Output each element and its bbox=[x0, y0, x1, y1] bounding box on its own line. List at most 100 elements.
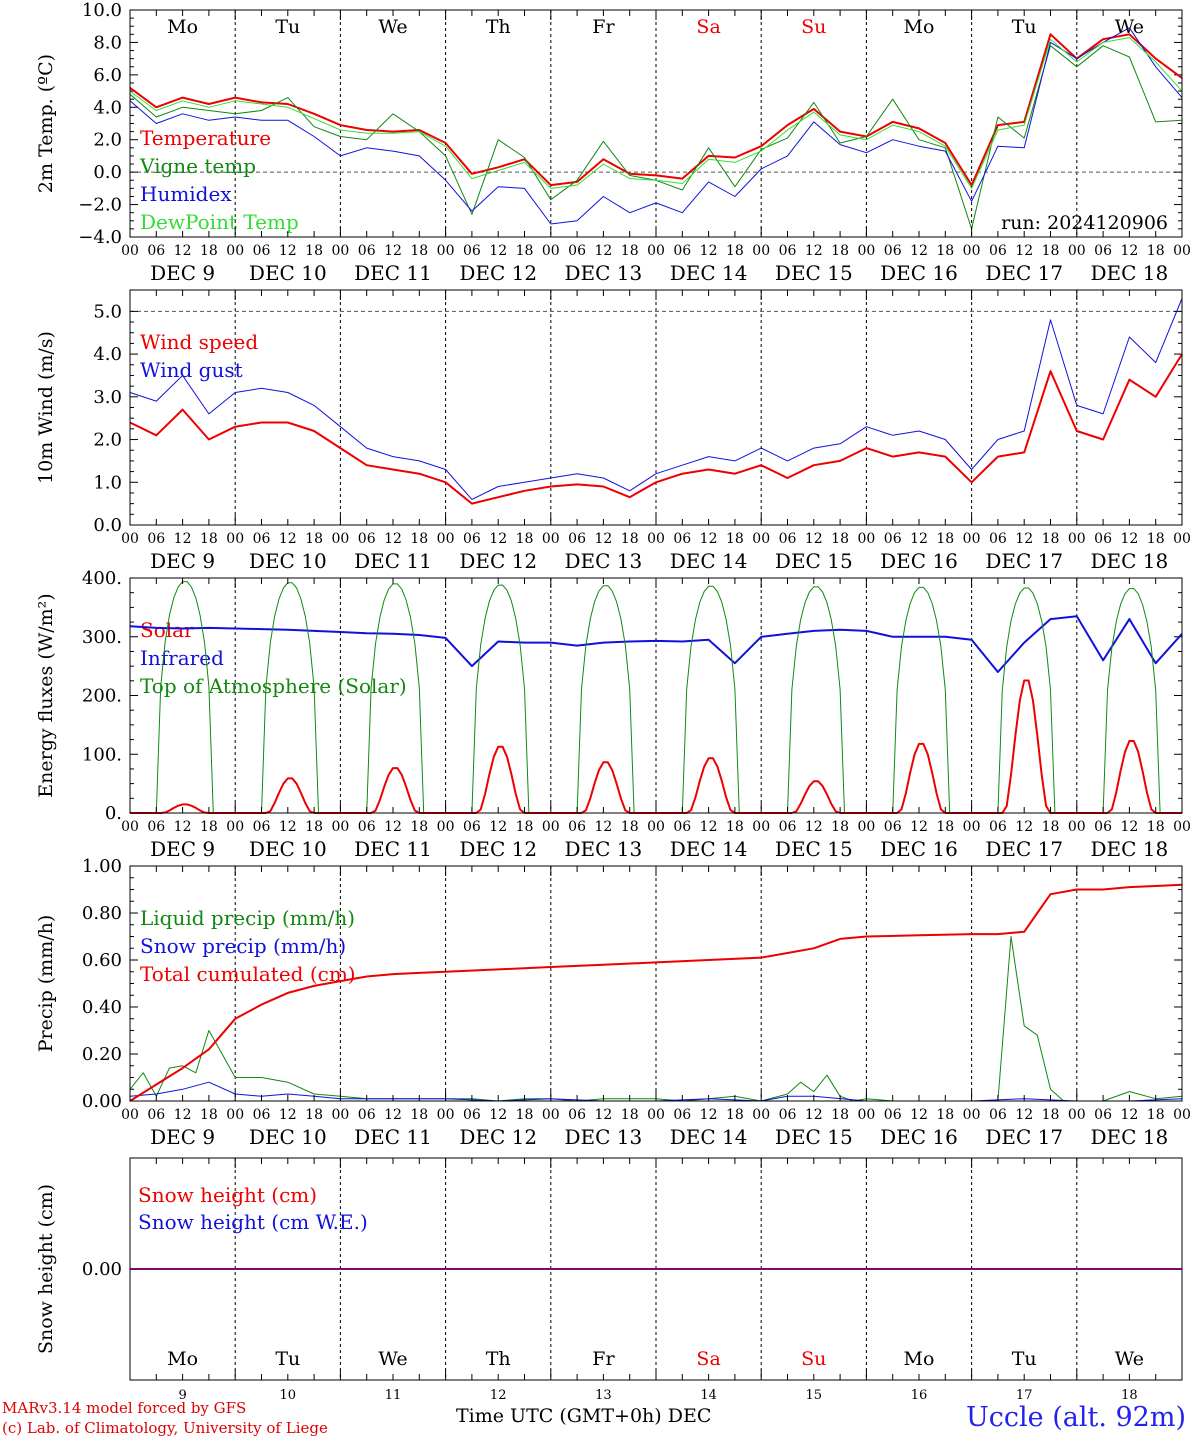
date-label: DEC 11 bbox=[354, 837, 432, 861]
hour-tick-label: 00 bbox=[542, 531, 560, 547]
date-label: DEC 12 bbox=[459, 261, 537, 285]
hour-tick-label: 06 bbox=[568, 819, 586, 835]
legend-entry: Snow precip (mm/h) bbox=[140, 934, 346, 958]
hour-tick-label: 12 bbox=[805, 531, 823, 547]
hour-tick-label: 00 bbox=[963, 531, 981, 547]
hour-tick-label: 18 bbox=[200, 819, 218, 835]
hour-tick-label: 00 bbox=[857, 531, 875, 547]
date-label: DEC 18 bbox=[1091, 837, 1169, 861]
x-axis-title: Time UTC (GMT+0h) DEC bbox=[456, 1405, 712, 1427]
hour-tick-label: 00 bbox=[752, 243, 770, 259]
date-label: DEC 17 bbox=[985, 1125, 1063, 1149]
panel-5: 0.00 Snow height (cm) Snow height (cm) Snow… bbox=[35, 1157, 1183, 1403]
hour-tick-label: 00 bbox=[1173, 531, 1191, 547]
hour-tick-label: 06 bbox=[358, 243, 376, 259]
hour-tick-label: 00 bbox=[121, 243, 139, 259]
hour-tick-label: 18 bbox=[516, 531, 534, 547]
hour-tick-label: 00 bbox=[331, 531, 349, 547]
hour-tick-label: 00 bbox=[542, 243, 560, 259]
hour-tick-label: 00 bbox=[857, 243, 875, 259]
hour-tick-label: 18 bbox=[831, 243, 849, 259]
weekday-label: Tu bbox=[1012, 1348, 1037, 1370]
legend-entry: Liquid precip (mm/h) bbox=[140, 906, 355, 930]
hour-tick-label: 18 bbox=[831, 819, 849, 835]
day-number-label: 14 bbox=[700, 1388, 717, 1403]
hour-tick-label: 18 bbox=[936, 531, 954, 547]
hour-tick-label: 06 bbox=[463, 243, 481, 259]
y-tick-label: 5.0 bbox=[93, 301, 122, 322]
hour-tick-label: 06 bbox=[147, 1107, 165, 1123]
y-tick-label: 0.00 bbox=[82, 1259, 122, 1280]
series-line-total-cumulated-cm- bbox=[129, 883, 1183, 1102]
panel-1: −4.0 −2.0 0.0 2.0 4.0 6.0 8.0 10.0 2m Temp. (ºC)… bbox=[35, 0, 1191, 285]
hour-tick-label: 06 bbox=[253, 819, 271, 835]
day-number-label: 10 bbox=[280, 1388, 297, 1403]
date-label: DEC 11 bbox=[354, 1125, 432, 1149]
hour-tick-label: 06 bbox=[568, 1107, 586, 1123]
hour-tick-label: 12 bbox=[1120, 531, 1138, 547]
hour-tick-label: 06 bbox=[358, 1107, 376, 1123]
hour-tick-label: 12 bbox=[489, 819, 507, 835]
hour-tick-label: 12 bbox=[279, 243, 297, 259]
day-number-label: 12 bbox=[490, 1388, 507, 1403]
hour-tick-label: 00 bbox=[1173, 819, 1191, 835]
hour-tick-label: 06 bbox=[253, 1107, 271, 1123]
y-tick-label: 8.0 bbox=[93, 32, 122, 53]
hour-tick-label: 06 bbox=[673, 243, 691, 259]
weekday-label: We bbox=[378, 1348, 407, 1370]
hour-tick-label: 00 bbox=[226, 819, 244, 835]
date-label: DEC 13 bbox=[565, 261, 643, 285]
hour-tick-label: 00 bbox=[437, 243, 455, 259]
date-label: DEC 16 bbox=[880, 549, 958, 573]
day-number-label: 9 bbox=[178, 1388, 186, 1403]
hour-tick-label: 12 bbox=[489, 531, 507, 547]
y-tick-label: 200. bbox=[82, 686, 122, 707]
hour-tick-label: 00 bbox=[331, 243, 349, 259]
legend-entry: Snow height (cm) bbox=[138, 1183, 317, 1207]
y-axis-label: 2m Temp. (ºC) bbox=[35, 54, 57, 193]
hour-tick-label: 00 bbox=[121, 819, 139, 835]
model-credit-line-1: MARv3.14 model forced by GFS bbox=[2, 1399, 247, 1417]
date-label: DEC 18 bbox=[1091, 1125, 1169, 1149]
hour-tick-label: 18 bbox=[200, 1107, 218, 1123]
hour-tick-label: 06 bbox=[673, 1107, 691, 1123]
hour-tick-label: 18 bbox=[410, 531, 428, 547]
hour-tick-label: 06 bbox=[884, 819, 902, 835]
date-label: DEC 14 bbox=[670, 549, 748, 573]
hour-tick-label: 00 bbox=[1068, 1107, 1086, 1123]
weekday-label: We bbox=[378, 16, 407, 38]
hour-tick-label: 06 bbox=[779, 243, 797, 259]
hour-tick-label: 18 bbox=[936, 1107, 954, 1123]
hour-tick-label: 18 bbox=[621, 243, 639, 259]
hour-tick-label: 18 bbox=[410, 243, 428, 259]
date-label: DEC 13 bbox=[565, 549, 643, 573]
y-tick-label: 0.0 bbox=[93, 162, 122, 183]
hour-tick-label: 12 bbox=[279, 1107, 297, 1123]
hour-tick-label: 06 bbox=[358, 531, 376, 547]
hour-tick-label: 12 bbox=[174, 819, 192, 835]
hour-tick-label: 06 bbox=[147, 819, 165, 835]
hour-tick-label: 06 bbox=[779, 819, 797, 835]
hour-tick-label: 06 bbox=[463, 819, 481, 835]
date-label: DEC 13 bbox=[565, 1125, 643, 1149]
y-tick-label: 3.0 bbox=[93, 387, 122, 408]
date-label: DEC 18 bbox=[1091, 549, 1169, 573]
y-tick-label: 400. bbox=[82, 568, 122, 589]
date-label: DEC 18 bbox=[1091, 261, 1169, 285]
date-label: DEC 16 bbox=[880, 261, 958, 285]
hour-tick-label: 06 bbox=[1094, 1107, 1112, 1123]
legend-entry: Top of Atmosphere (Solar) bbox=[140, 674, 407, 698]
run-annotation: run: 2024120906 bbox=[1001, 212, 1168, 234]
y-tick-label: 2.0 bbox=[93, 130, 122, 151]
hour-tick-label: 12 bbox=[594, 819, 612, 835]
y-tick-label: 0.0 bbox=[93, 515, 122, 536]
date-label: DEC 11 bbox=[354, 261, 432, 285]
hour-tick-label: 18 bbox=[936, 819, 954, 835]
date-label: DEC 12 bbox=[459, 549, 537, 573]
y-tick-label: 1.0 bbox=[93, 472, 122, 493]
legend-entry: Temperature bbox=[140, 126, 271, 150]
hour-tick-label: 00 bbox=[647, 1107, 665, 1123]
date-label: DEC 12 bbox=[459, 837, 537, 861]
hour-tick-label: 06 bbox=[884, 531, 902, 547]
day-number-label: 15 bbox=[806, 1388, 823, 1403]
